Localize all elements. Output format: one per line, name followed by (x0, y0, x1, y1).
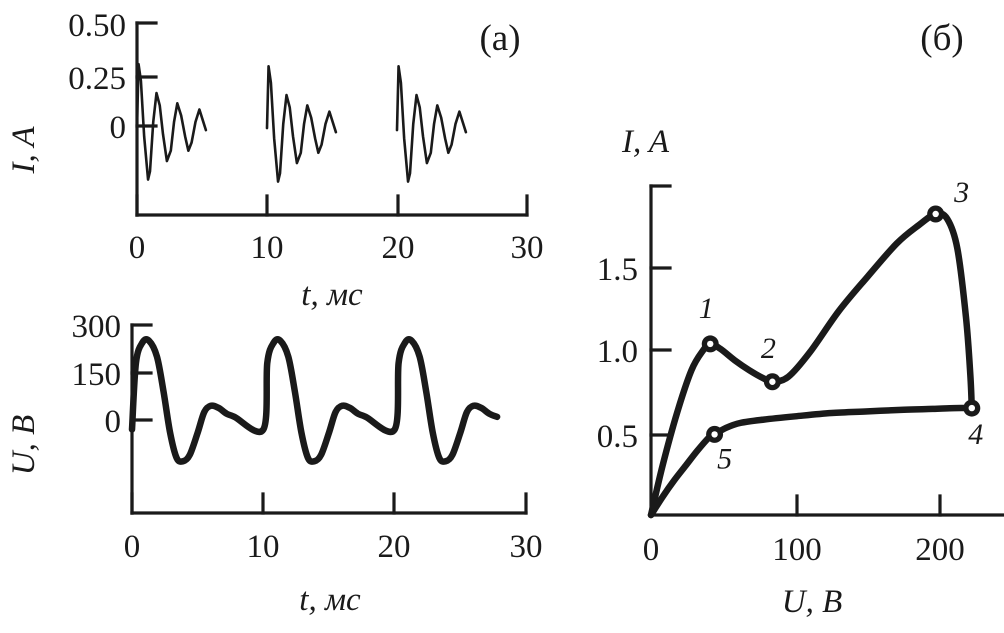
svg-text:U, В: U, В (6, 415, 42, 476)
panel-a-voltage-svg: U, В 300 150 0 0 10 20 30 t, мс (6, 309, 543, 618)
panel-a-voltage-ytick-300: 300 (72, 309, 122, 345)
panel-a-current-chart: I, A 0.50 0.25 0 0 10 20 30 t, мс (0, 0, 560, 310)
panel-b-upper-branch-trace (647, 210, 976, 519)
panel-b-y-ticks (649, 184, 672, 437)
panel-a-ytick-025: 0.25 (68, 61, 126, 97)
operating-point-label-3: 3 (953, 176, 969, 209)
panel-a-voltage-ylabel: U, В (6, 415, 42, 476)
ylabel-symbol-u: U, В (6, 415, 42, 476)
panel-a-voltage-xlabel: t, мс (299, 582, 361, 618)
operating-point-marker-center (711, 431, 718, 438)
panel-a-voltage-xtick-30: 30 (510, 529, 543, 565)
panel-b-ylabel: I, A (621, 124, 670, 160)
panel-a-current-svg: I, A 0.50 0.25 0 0 10 20 30 t, мс (6, 8, 544, 310)
operating-point-label-4: 4 (968, 418, 983, 451)
panel-a-xtick-0: 0 (129, 230, 146, 266)
panel-a-ytick-0: 0 (110, 110, 127, 146)
panel-a-xtick-30: 30 (511, 230, 544, 266)
panel-a-label-wrap: (а) (455, 12, 545, 62)
operating-point-marker-center (968, 404, 975, 412)
svg-text:I, A: I, A (6, 126, 42, 175)
panel-a-label: (а) (479, 18, 520, 59)
panel-a-voltage-x-ticks (130, 492, 528, 515)
panel-b-x-ticks (795, 494, 942, 517)
panel-a-current-ylabel: I, A (6, 126, 42, 175)
operating-point-label-2: 2 (761, 332, 776, 365)
operating-point-marker-center (707, 340, 714, 348)
panel-a-current-xlabel: t, мс (301, 277, 363, 310)
panel-b-markers: 1 2 3 4 5 (699, 176, 984, 475)
panel-b-label: (б) (920, 18, 963, 59)
panel-a-voltage-ytick-0: 0 (105, 404, 122, 440)
operating-point-label-1: 1 (699, 292, 714, 325)
panel-a-voltage-trace (128, 336, 501, 465)
panel-a-voltage-xtick-10: 10 (247, 529, 280, 565)
panel-b-label-wrap: (б) (895, 12, 990, 62)
panel-a-xtick-20: 20 (382, 230, 415, 266)
panel-a-x-ticks (135, 194, 529, 217)
panel-b-iv-chart: I, A 1.5 1.0 0.5 0 100 200 U, В 1 2 3 4 5 (560, 0, 1004, 633)
panel-b-xtick-200: 200 (915, 532, 965, 568)
panel-b-lower-branch-trace (647, 404, 976, 519)
panel-a-voltage-ytick-150: 150 (72, 357, 122, 393)
panel-b-ytick-10: 1.0 (597, 334, 638, 370)
panel-b-xlabel: U, В (782, 584, 843, 620)
operating-point-label-5: 5 (717, 442, 732, 475)
operating-point-marker-center (932, 210, 939, 218)
panel-b-ytick-15: 1.5 (597, 252, 638, 288)
panel-a-voltage-chart: U, В 300 150 0 0 10 20 30 t, мс (0, 300, 560, 633)
panel-b-xtick-100: 100 (772, 532, 822, 568)
panel-a-voltage-xtick-0: 0 (124, 529, 141, 565)
panel-b-xtick-0: 0 (643, 532, 660, 568)
panel-b-ytick-05: 0.5 (597, 419, 638, 455)
panel-b-iv-svg: I, A 1.5 1.0 0.5 0 100 200 U, В 1 2 3 4 5 (597, 124, 1004, 620)
operating-point-marker-center (769, 378, 776, 385)
ylabel-symbol: I, A (6, 126, 42, 175)
panel-a-voltage-xtick-20: 20 (378, 529, 411, 565)
panel-a-current-trace (135, 62, 468, 183)
panel-a-xtick-10: 10 (251, 230, 284, 266)
panel-a-ytick-050: 0.50 (68, 8, 126, 44)
